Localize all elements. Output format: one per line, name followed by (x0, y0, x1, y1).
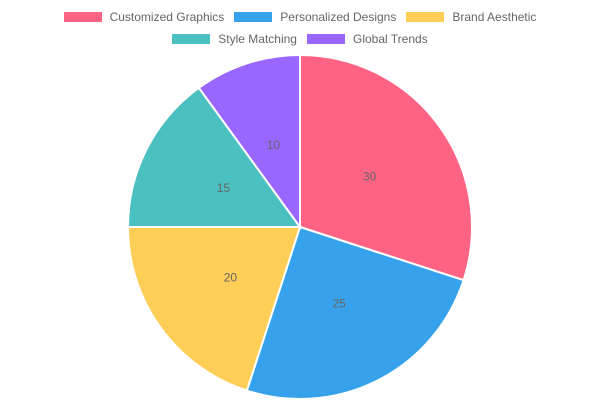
slice-value-label: 20 (224, 271, 238, 285)
legend-row-2: Style Matching Global Trends (0, 28, 600, 50)
chart-legend: Customized Graphics Personalized Designs… (0, 6, 600, 50)
legend-item-personalized-designs[interactable]: Personalized Designs (234, 10, 396, 24)
legend-item-brand-aesthetic[interactable]: Brand Aesthetic (406, 10, 536, 24)
legend-swatch (406, 12, 445, 22)
legend-swatch (234, 12, 273, 22)
legend-label: Global Trends (352, 32, 428, 46)
slice-value-label: 15 (217, 181, 231, 195)
slice-value-label: 10 (267, 138, 281, 152)
legend-label: Style Matching (218, 32, 297, 46)
legend-swatch (63, 12, 102, 22)
legend-item-global-trends[interactable]: Global Trends (306, 32, 428, 46)
legend-swatch (306, 34, 345, 44)
legend-row-1: Customized Graphics Personalized Designs… (0, 6, 600, 28)
legend-item-customized-graphics[interactable]: Customized Graphics (63, 10, 225, 24)
pie-slice-personalized-designs[interactable] (245, 225, 465, 400)
legend-swatch (172, 34, 211, 44)
pie-slice-brand-aesthetic[interactable] (126, 226, 302, 392)
legend-label: Customized Graphics (109, 10, 225, 24)
legend-label: Brand Aesthetic (452, 10, 537, 24)
legend-item-style-matching[interactable]: Style Matching (172, 32, 297, 46)
slice-value-label: 25 (332, 297, 346, 311)
legend-label: Personalized Designs (280, 10, 397, 24)
pie-slice-customized-graphics[interactable] (299, 53, 473, 282)
slice-value-label: 30 (363, 169, 377, 183)
pie-slice-global-trends[interactable] (197, 53, 301, 231)
pie-slice-style-matching[interactable] (126, 86, 302, 228)
